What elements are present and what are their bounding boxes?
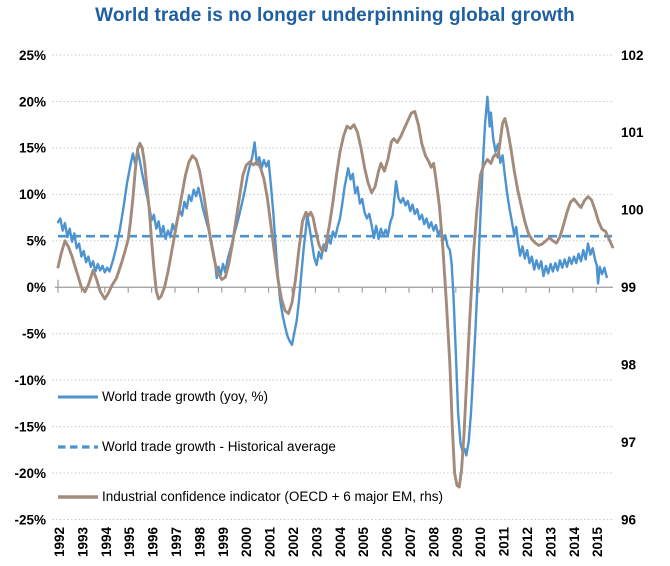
x-axis-label: 1994 [99, 527, 114, 558]
x-axis-label: 2010 [473, 527, 488, 557]
x-axis-label: 1996 [146, 527, 161, 558]
x-axis-label: 2011 [497, 527, 512, 557]
x-axis-label: 2013 [543, 527, 558, 558]
x-axis-label: 2008 [426, 527, 441, 558]
x-axis-label: 2000 [239, 527, 254, 557]
y-axis-label-left: 0% [26, 280, 46, 295]
x-axis-label: 2015 [590, 527, 605, 558]
y-axis-label-right: 101 [621, 125, 644, 140]
solid-line-sample [58, 495, 98, 499]
world-trade-growth-line [56, 95, 608, 457]
legend-item-industrial-confidence: Industrial confidence indicator (OECD + … [57, 489, 443, 505]
x-axis-label: 2004 [333, 527, 348, 558]
y-axis-label-left: 10% [19, 187, 46, 202]
x-axis-label: 2009 [450, 527, 465, 557]
y-axis-label-right: 99 [621, 280, 636, 295]
y-axis-label-left: 20% [19, 94, 46, 109]
solid-line-sample [58, 395, 98, 399]
x-axis-label: 1993 [75, 527, 90, 558]
x-axis-label: 1998 [192, 527, 207, 558]
x-axis-label: 1999 [216, 527, 231, 557]
y-axis-label-left: 15% [19, 141, 46, 156]
x-axis-label: 1997 [169, 527, 184, 557]
y-axis-label-right: 100 [621, 203, 644, 218]
y-axis-label-left: -10% [14, 373, 46, 388]
y-axis-label-right: 97 [621, 435, 636, 450]
x-axis-label: 2002 [286, 527, 301, 557]
x-axis-label: 2001 [263, 527, 278, 558]
x-axis-label: 2007 [403, 527, 418, 557]
y-axis-label-right: 102 [621, 48, 644, 63]
x-axis-label: 2006 [380, 527, 395, 558]
y-axis-label-right: 96 [621, 512, 637, 527]
y-axis-label-left: -20% [14, 466, 46, 481]
dashed-line-sample [58, 445, 98, 449]
legend-item-historical-average: World trade growth - Historical average [57, 439, 443, 455]
x-axis-label: 2014 [567, 527, 582, 558]
industrial-confidence-line [56, 110, 615, 489]
y-axis-label-left: -5% [22, 327, 46, 342]
x-axis-label: 2005 [356, 527, 371, 558]
legend-label: World trade growth - Historical average [102, 439, 336, 454]
x-axis-label: 1995 [122, 527, 137, 558]
chart-title: World trade is no longer underpinning gl… [95, 5, 575, 26]
legend-label: World trade growth (yoy, %) [102, 389, 269, 404]
y-axis-label-left: -25% [14, 512, 46, 527]
legend-item-world-trade-growth: World trade growth (yoy, %) [57, 389, 443, 405]
y-axis-label-left: -15% [14, 419, 46, 434]
y-axis-label-left: 25% [19, 48, 46, 63]
legend: World trade growth (yoy, %) World trade … [57, 389, 443, 539]
y-axis-label-right: 98 [621, 357, 637, 372]
y-axis-label-left: 5% [26, 234, 46, 249]
x-axis-label: 2003 [309, 527, 324, 558]
x-axis-label: 1992 [52, 527, 67, 557]
legend-label: Industrial confidence indicator (OECD + … [102, 489, 444, 504]
x-axis-label: 2012 [520, 527, 535, 557]
